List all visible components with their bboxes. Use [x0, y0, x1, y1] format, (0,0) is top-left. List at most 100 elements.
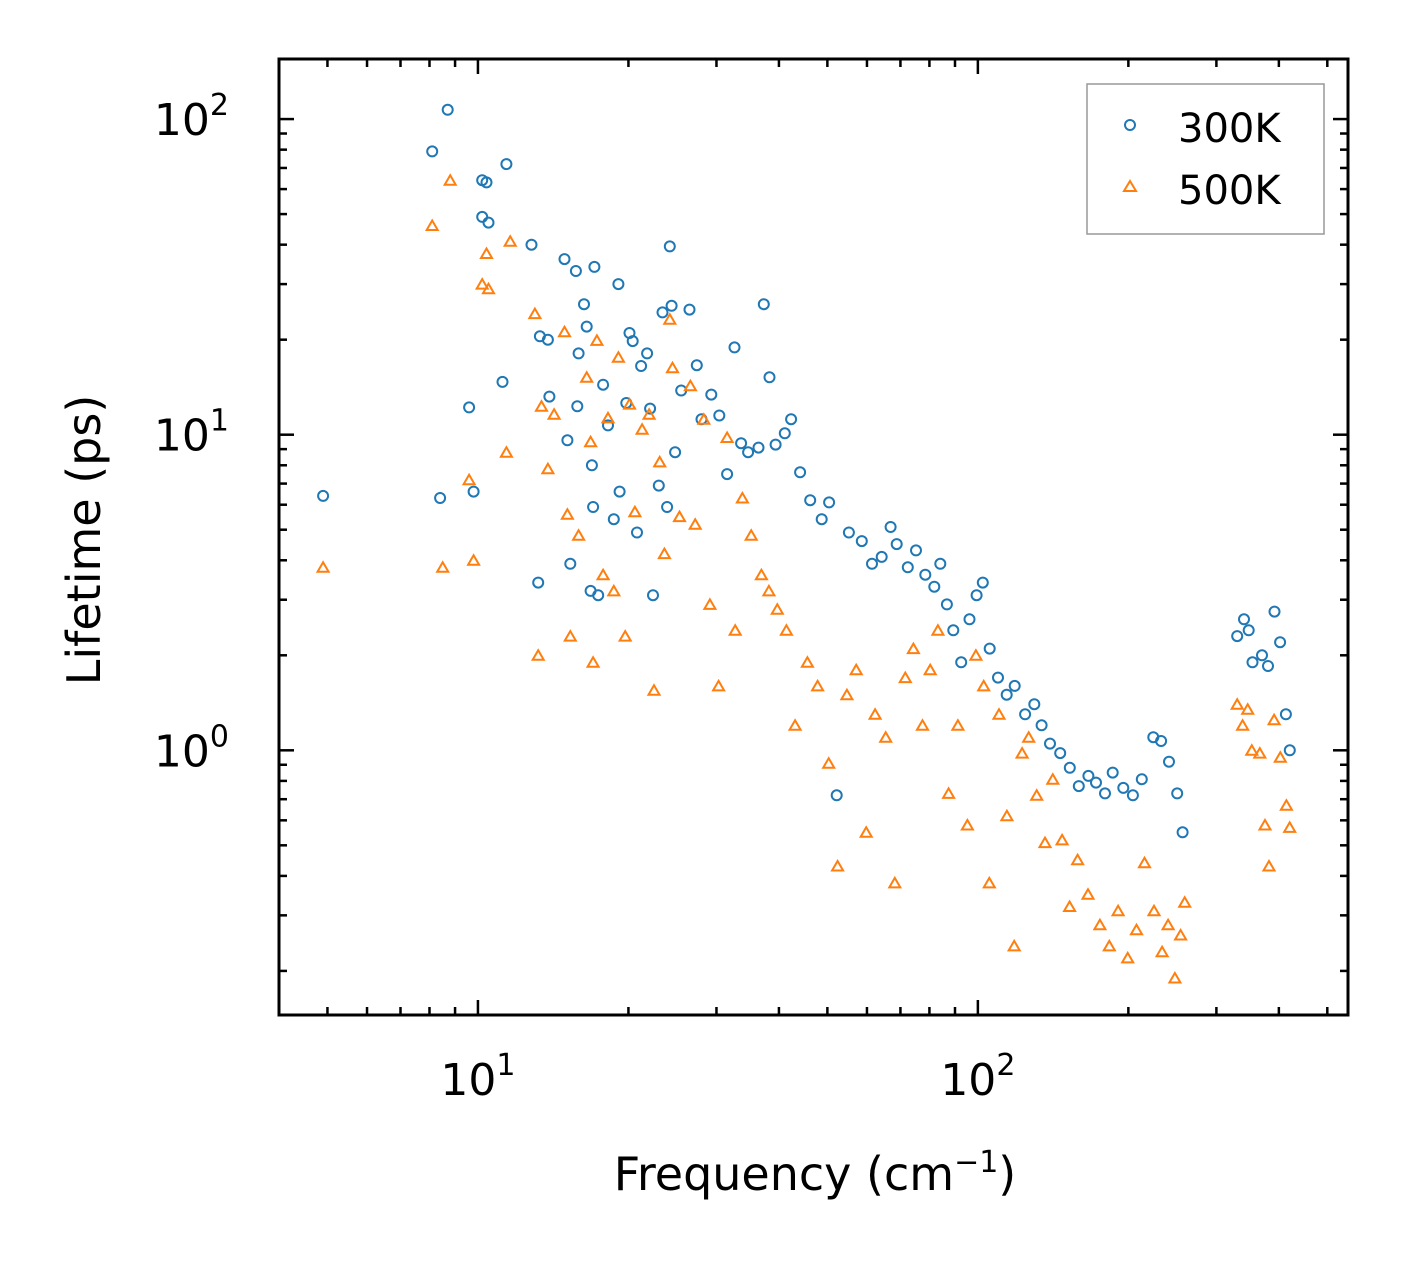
point-300k-62: [769, 438, 782, 451]
point-500k-69: [950, 718, 966, 731]
point-300k-109: [1176, 826, 1189, 839]
point-500k-54: [810, 678, 825, 692]
point-500k-65: [915, 718, 930, 731]
point-300k-113: [1246, 656, 1259, 669]
point-300k-107: [1163, 755, 1175, 768]
x-tick-label-1: 102: [940, 1048, 1015, 1106]
y-tick-label-1: 101: [154, 404, 229, 462]
legend: 300K 500K: [1086, 83, 1325, 235]
point-300k-38: [631, 526, 643, 539]
point-300k-111: [1238, 613, 1250, 626]
point-500k-33: [646, 683, 662, 696]
point-500k-96: [1173, 928, 1188, 941]
point-500k-51: [779, 623, 794, 636]
point-300k-40: [641, 347, 654, 360]
point-300k-119: [1283, 744, 1296, 757]
series-300k: [317, 103, 1296, 839]
point-300k-43: [652, 479, 665, 492]
point-500k-31: [634, 422, 650, 435]
point-300k-11: [500, 158, 513, 171]
point-300k-24: [580, 320, 593, 333]
point-500k-84: [1070, 852, 1085, 866]
point-300k-74: [884, 521, 897, 533]
point-300k-34: [613, 485, 626, 498]
point-500k-10: [502, 234, 518, 247]
point-300k-86: [976, 576, 989, 589]
point-500k-100: [1240, 702, 1255, 715]
point-500k-13: [534, 399, 549, 412]
point-500k-24: [595, 567, 611, 581]
point-500k-81: [1045, 772, 1061, 785]
point-500k-22: [585, 655, 601, 668]
point-300k-22: [572, 347, 585, 360]
point-300k-15: [541, 333, 554, 346]
point-300k-23: [578, 298, 590, 311]
point-500k-57: [839, 687, 855, 701]
point-300k-46: [663, 240, 676, 253]
point-500k-36: [662, 312, 678, 325]
point-300k-53: [705, 388, 718, 401]
point-300k-117: [1274, 636, 1287, 649]
point-500k-4: [461, 472, 477, 486]
point-300k-3: [441, 103, 454, 116]
point-500k-48: [754, 567, 769, 581]
point-500k-64: [906, 641, 921, 655]
point-500k-15: [546, 407, 562, 420]
axes-frame: [277, 57, 1350, 1017]
point-300k-17: [558, 253, 571, 266]
point-300k-66: [804, 494, 817, 507]
point-300k-9: [482, 216, 495, 229]
point-300k-50: [683, 303, 696, 316]
point-300k-90: [1008, 679, 1021, 692]
point-300k-59: [752, 441, 765, 454]
point-300k-77: [910, 544, 922, 557]
point-300k-112: [1242, 624, 1255, 637]
point-300k-95: [1054, 747, 1067, 760]
point-500k-70: [960, 818, 975, 831]
point-500k-58: [848, 662, 864, 676]
point-500k-79: [1029, 788, 1044, 801]
point-300k-85: [970, 589, 983, 602]
legend-frame: [1086, 83, 1325, 235]
legend-entry-500k: 500K: [1122, 168, 1282, 214]
point-300k-75: [890, 538, 903, 551]
point-300k-55: [721, 468, 734, 481]
point-500k-0: [315, 560, 331, 573]
point-500k-61: [878, 730, 893, 743]
point-500k-11: [527, 306, 543, 320]
point-300k-45: [661, 501, 674, 513]
point-300k-42: [647, 589, 659, 602]
point-300k-91: [1019, 708, 1032, 721]
point-300k-56: [728, 341, 741, 354]
point-300k-76: [901, 561, 914, 574]
legend-marker-500k: [1122, 179, 1138, 192]
point-500k-7: [479, 246, 494, 259]
point-500k-16: [557, 324, 572, 338]
point-500k-105: [1266, 712, 1282, 726]
point-500k-1: [424, 218, 440, 231]
point-500k-14: [540, 461, 556, 475]
point-500k-99: [1235, 718, 1250, 731]
legend-label-300k: 300K: [1178, 106, 1282, 152]
point-300k-103: [1126, 789, 1139, 802]
point-500k-38: [672, 509, 687, 523]
point-500k-62: [887, 875, 903, 889]
point-300k-58: [742, 446, 755, 459]
point-300k-82: [947, 624, 960, 637]
point-500k-71: [968, 648, 984, 661]
point-300k-89: [1000, 688, 1013, 701]
point-300k-116: [1268, 605, 1281, 618]
point-300k-93: [1035, 719, 1048, 732]
point-300k-65: [794, 466, 807, 479]
point-500k-28: [617, 629, 633, 642]
point-500k-34: [652, 454, 667, 468]
x-axis-label-superscript: −1: [954, 1145, 998, 1180]
point-500k-6: [474, 277, 490, 290]
point-500k-104: [1261, 859, 1277, 872]
point-500k-91: [1137, 855, 1152, 869]
series-500k: [315, 173, 1297, 984]
point-500k-88: [1110, 903, 1126, 917]
point-300k-78: [919, 568, 932, 581]
point-300k-88: [992, 671, 1004, 684]
